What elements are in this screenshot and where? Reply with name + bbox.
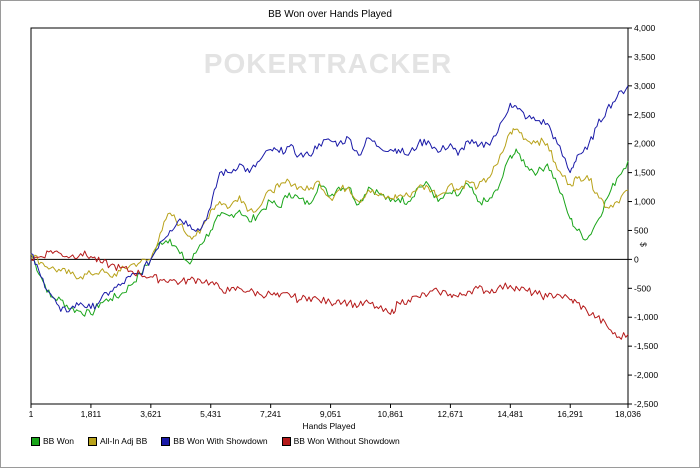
y-tick-label: 2,500 xyxy=(634,110,656,120)
x-tick-label: 3,621 xyxy=(140,409,162,419)
x-tick-label: 9,051 xyxy=(320,409,342,419)
legend-label: All-In Adj BB xyxy=(100,436,148,446)
x-tick-label: 1,811 xyxy=(81,409,102,419)
plot-area xyxy=(30,27,629,405)
legend-label: BB Won xyxy=(43,436,75,446)
legend-swatch xyxy=(161,436,171,446)
legend-swatch xyxy=(281,436,291,446)
y-axis-label: $ xyxy=(638,242,648,247)
legend-swatch xyxy=(31,436,40,446)
y-tick-label: 1,500 xyxy=(634,168,656,178)
y-tick-label: 1,000 xyxy=(634,197,656,207)
x-axis-label: Hands Played xyxy=(302,421,356,431)
watermark-text: POKERTRACKER xyxy=(204,48,452,79)
legend-swatch xyxy=(88,436,98,446)
legend-label: BB Won Without Showdown xyxy=(293,436,400,446)
legend-item-3: BB Won Without Showdown xyxy=(281,436,400,446)
series-line-1 xyxy=(30,128,629,280)
y-tick-label: 3,000 xyxy=(634,81,656,91)
x-tick-label: 14,481 xyxy=(497,409,523,419)
x-tick-label: 12,671 xyxy=(437,409,463,419)
legend: BB Won All-In Adj BB BB Won With Showdown B… xyxy=(31,433,414,449)
legend-item-1: All-In Adj BB xyxy=(88,436,147,446)
x-tick-label: 10,861 xyxy=(377,409,403,419)
y-tick-label: -2,500 xyxy=(634,399,658,409)
y-tick-label: -1,000 xyxy=(634,312,658,322)
legend-label: BB Won With Showdown xyxy=(173,436,268,446)
x-tick-label: 18,036 xyxy=(615,409,641,419)
y-tick-label: 4,000 xyxy=(634,23,656,33)
x-tick-label: 7,241 xyxy=(260,409,282,419)
legend-item-0: BB Won xyxy=(31,436,74,446)
y-tick-label: 3,500 xyxy=(634,52,656,62)
y-tick-label: 500 xyxy=(634,225,648,235)
series-line-2 xyxy=(30,85,629,313)
y-tick-label: -1,500 xyxy=(634,341,658,351)
x-tick-label: 1 xyxy=(29,409,34,419)
x-tick-label: 16,291 xyxy=(557,409,583,419)
x-tick-label: 5,431 xyxy=(200,409,222,419)
y-tick-label: -500 xyxy=(634,283,651,293)
legend-item-2: BB Won With Showdown xyxy=(161,436,268,446)
series-line-3 xyxy=(30,250,629,340)
series-line-0 xyxy=(30,148,629,317)
y-tick-label: -2,000 xyxy=(634,370,658,380)
y-tick-label: 0 xyxy=(634,254,639,264)
y-tick-label: 2,000 xyxy=(634,139,656,149)
chart-title: BB Won over Hands Played xyxy=(268,9,392,20)
